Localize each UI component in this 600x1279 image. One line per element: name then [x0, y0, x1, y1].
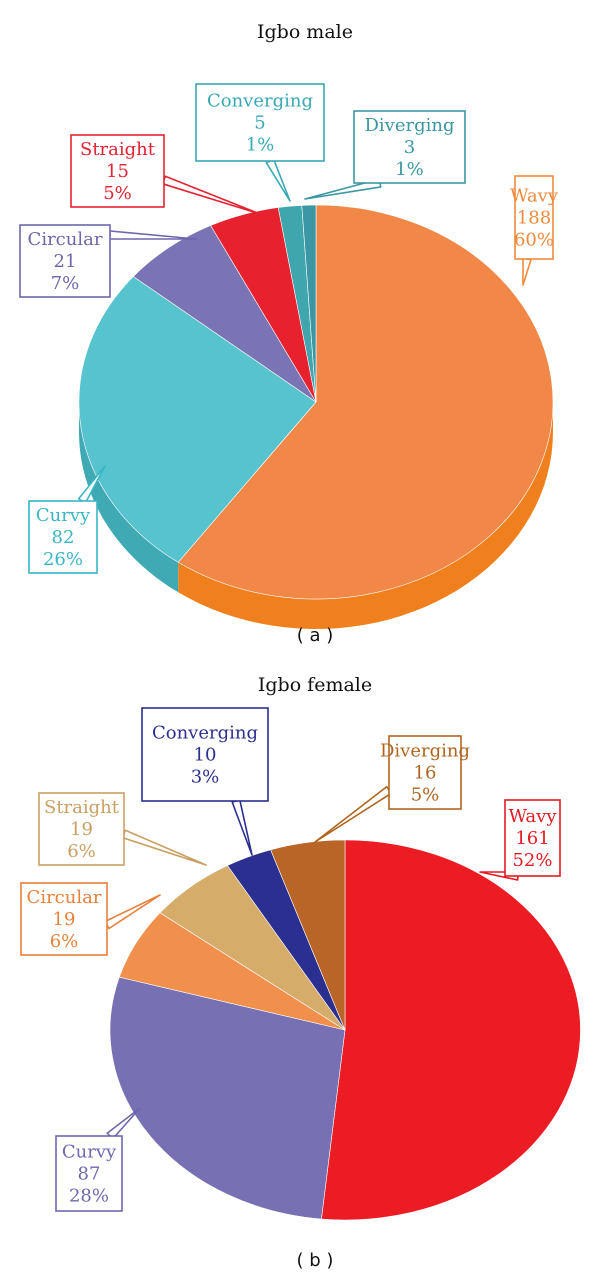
chart-b-label-circular-percent: 6% — [50, 931, 79, 952]
chart-b-label-wavy-name: Wavy — [508, 806, 557, 827]
chart-b-pie: Wavy16152%Curvy8728%Circular196%Straight… — [20, 707, 581, 1221]
chart-b-label-circular-value: 19 — [53, 909, 76, 930]
chart-b-label-diverging-value: 16 — [414, 763, 437, 784]
chart-a-label-converging-name: Converging — [207, 91, 313, 112]
chart-b-callout-pointer-straight — [121, 829, 207, 866]
chart-a-label-curvy-value: 82 — [52, 527, 75, 548]
chart-a-label-diverging-value: 3 — [404, 137, 415, 158]
chart-b-label-curvy-value: 87 — [78, 1164, 101, 1185]
chart-a-label-diverging-percent: 1% — [395, 159, 424, 180]
chart-b-label-curvy-percent: 28% — [69, 1186, 109, 1207]
chart-b-slice-diverging — [270, 839, 346, 1031]
chart-b-callout-box-converging — [141, 707, 269, 802]
chart-a-callout-box-diverging — [353, 110, 466, 184]
chart-a-side-curvy — [79, 402, 179, 593]
chart-b-callout-box-straight — [38, 792, 125, 866]
chart-b-slice-curvy — [109, 976, 346, 1220]
chart-b-callout-pointer-curvy — [106, 1107, 141, 1140]
chart-a-callout-box-straight — [70, 134, 165, 208]
chart-a-slice-diverging — [301, 204, 317, 403]
chart-b-label-wavy-value: 161 — [515, 828, 549, 849]
chart-a-slice-wavy — [177, 204, 554, 600]
chart-a-label-circular-percent: 7% — [51, 273, 80, 294]
chart-a-label-straight-name: Straight — [80, 139, 156, 160]
chart-b-slice-wavy — [321, 839, 581, 1221]
chart-b-label-wavy-percent: 52% — [512, 850, 552, 871]
chart-b-callout-box-circular — [20, 882, 108, 956]
chart-b-callout-box-curvy — [55, 1135, 123, 1212]
chart-a-callout-pointer-converging — [265, 158, 291, 202]
chart-b-label-circular-name: Circular — [27, 887, 102, 908]
chart-a-panel-label: ( a ) — [297, 625, 334, 646]
chart-b-label-curvy-name: Curvy — [62, 1142, 117, 1163]
chart-a-label-wavy-name: Wavy — [510, 186, 559, 207]
chart-a-callout-box-circular — [19, 224, 111, 298]
chart-a-label-diverging-name: Diverging — [364, 115, 454, 136]
chart-b-callout-box-diverging — [388, 735, 462, 810]
chart-b-label-diverging-percent: 5% — [411, 785, 440, 806]
chart-b-callout-box-wavy — [504, 799, 561, 877]
chart-a-label-wavy-value: 188 — [517, 208, 551, 229]
chart-b-callout-pointer-diverging — [314, 785, 393, 843]
chart-a-label-wavy-percent: 60% — [514, 230, 554, 251]
chart-a-label-converging-value: 5 — [254, 113, 265, 134]
chart-b-label-straight-value: 19 — [70, 819, 93, 840]
chart-b-label-straight-name: Straight — [44, 797, 120, 818]
chart-a-label-circular-value: 21 — [54, 251, 77, 272]
chart-b-panel-label: ( b ) — [297, 1250, 334, 1271]
chart-b-label-converging-name: Converging — [152, 723, 258, 744]
chart-a-callout-box-wavy — [514, 175, 554, 260]
chart-b-title: Igbo female — [258, 674, 372, 696]
chart-b-label-converging-value: 10 — [194, 745, 217, 766]
chart-a-label-curvy-percent: 26% — [43, 549, 83, 570]
chart-b-label-straight-percent: 6% — [67, 841, 96, 862]
chart-a-title: Igbo male — [257, 21, 353, 43]
chart-a-callout-pointer-circular — [109, 230, 197, 240]
chart-a-callout-pointer-straight — [161, 175, 261, 215]
chart-a-side-wavy — [178, 402, 553, 629]
chart-a-label-circular-name: Circular — [28, 229, 103, 250]
chart-a-callout-box-curvy — [28, 500, 98, 574]
chart-a-label-curvy-name: Curvy — [36, 505, 91, 526]
chart-b-label-converging-percent: 3% — [191, 767, 220, 788]
chart-b-label-diverging-name: Diverging — [380, 741, 470, 762]
chart-a-callout-pointer-wavy — [522, 257, 532, 286]
chart-b-callout-pointer-converging — [231, 799, 253, 856]
chart-a-slice-curvy — [78, 276, 317, 563]
chart-a-label-straight-value: 15 — [106, 161, 129, 182]
chart-a-label-straight-percent: 5% — [103, 183, 132, 204]
chart-a-callout-box-converging — [195, 83, 325, 162]
chart-a-label-converging-percent: 1% — [246, 135, 275, 156]
